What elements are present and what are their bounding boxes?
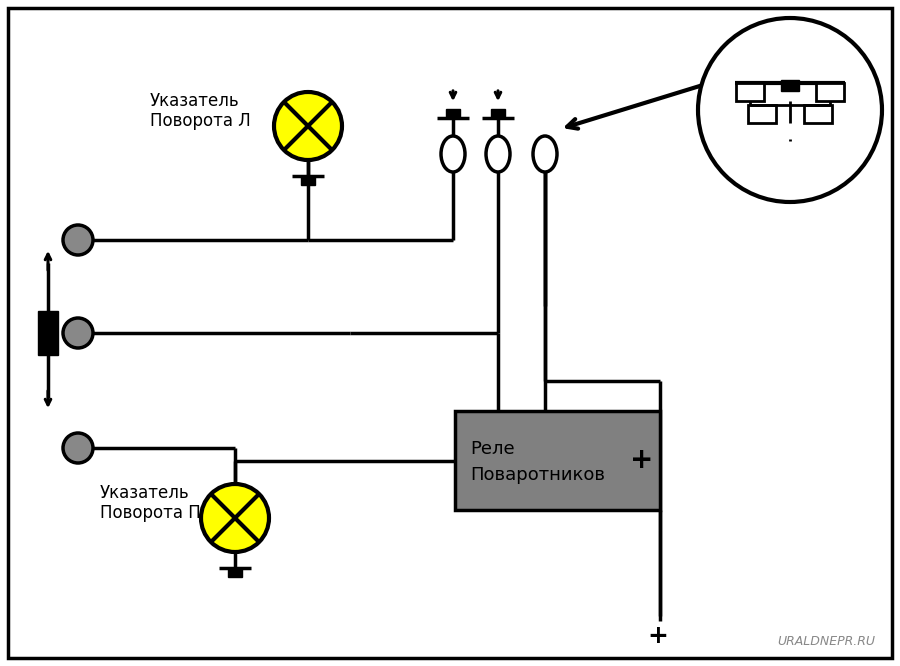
Bar	[446, 109, 460, 118]
Text: Указатель
Поворота Л: Указатель Поворота Л	[150, 92, 251, 131]
Text: +: +	[648, 624, 669, 648]
Circle shape	[63, 318, 93, 348]
Bar	[455, 411, 660, 510]
Bar	[804, 105, 832, 123]
Bar	[301, 176, 315, 185]
Bar	[491, 109, 505, 118]
Circle shape	[201, 484, 269, 552]
Bar	[816, 83, 844, 101]
Bar	[781, 80, 799, 91]
Circle shape	[698, 18, 882, 202]
Circle shape	[63, 433, 93, 463]
Text: +: +	[630, 446, 653, 474]
Bar	[228, 568, 242, 577]
Circle shape	[63, 225, 93, 255]
Text: Поваротников: Поваротников	[470, 466, 605, 484]
Text: URALDNEPR.RU: URALDNEPR.RU	[777, 635, 875, 648]
Bar	[748, 105, 776, 123]
Ellipse shape	[486, 136, 510, 172]
Bar	[736, 83, 764, 101]
Bar	[38, 311, 58, 355]
Circle shape	[274, 92, 342, 160]
Text: Реле: Реле	[470, 440, 515, 458]
Ellipse shape	[441, 136, 465, 172]
Text: Указатель
Поворота П: Указатель Поворота П	[100, 484, 201, 522]
Ellipse shape	[533, 136, 557, 172]
